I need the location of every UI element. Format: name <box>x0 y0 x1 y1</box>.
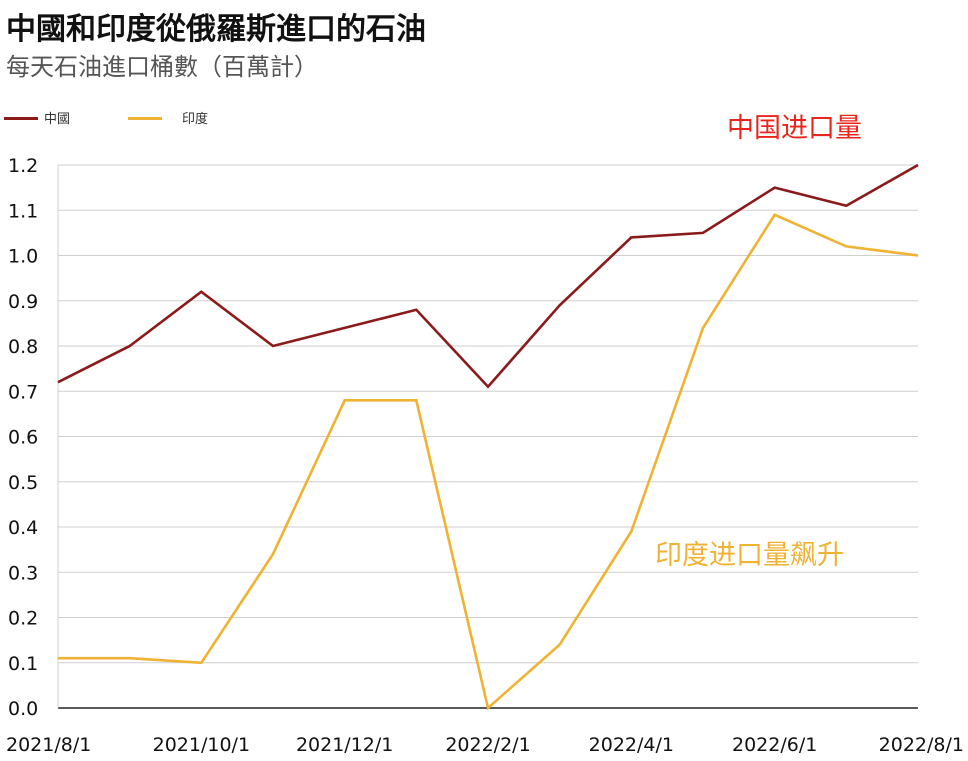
y-tick-label: 0.8 <box>8 336 38 358</box>
y-tick-label: 0.2 <box>8 608 38 630</box>
y-tick-label: 1.2 <box>8 155 38 177</box>
series-line-india <box>58 213 919 711</box>
legend-swatch-india <box>128 117 162 120</box>
x-axis-tick-labels: 2021/8/1 2021/10/1 2021/12/1 2022/2/1 2022/4… <box>6 734 964 756</box>
chart-subtitle: 每天石油進口桶數（百萬計） <box>6 53 318 81</box>
annotation-china: 中国进口量 <box>727 113 862 144</box>
y-tick-label: 0.5 <box>8 472 38 494</box>
grid-lines <box>57 164 918 709</box>
y-tick-label: 0.1 <box>8 653 38 675</box>
y-tick-label: 0.4 <box>8 517 38 539</box>
x-tick-label: 2021/12/1 <box>296 734 393 756</box>
legend-label-china: 中國 <box>44 112 71 127</box>
series-line-china <box>57 163 919 389</box>
series-lines <box>57 163 919 711</box>
y-tick-label: 0.6 <box>8 427 38 449</box>
x-tick-label: 2021/8/1 <box>6 734 91 756</box>
x-tick-label: 2022/2/1 <box>445 734 530 756</box>
x-tick-label: 2022/8/1 <box>879 734 964 756</box>
x-tick-label: 2022/4/1 <box>589 734 674 756</box>
y-tick-label: 0.0 <box>8 698 38 720</box>
y-axis-tick-labels: 0.0 0.1 0.2 0.3 0.4 0.5 0.6 0.7 0.8 0.9 1.0 1.1 1.2 <box>8 155 38 720</box>
x-tick-label: 2022/6/1 <box>732 734 817 756</box>
y-tick-label: 1.0 <box>8 246 38 268</box>
y-tick-label: 0.7 <box>8 381 38 403</box>
legend-swatch-china <box>4 117 38 120</box>
chart-title: 中國和印度從俄羅斯進口的石油 <box>6 12 426 47</box>
y-tick-label: 0.3 <box>8 562 38 584</box>
x-tick-label: 2021/10/1 <box>153 734 250 756</box>
y-tick-label: 0.9 <box>8 291 38 313</box>
legend-label-india: 印度 <box>182 112 209 127</box>
annotation-india: 印度进口量飙升 <box>655 540 844 571</box>
y-tick-label: 1.1 <box>8 200 38 222</box>
